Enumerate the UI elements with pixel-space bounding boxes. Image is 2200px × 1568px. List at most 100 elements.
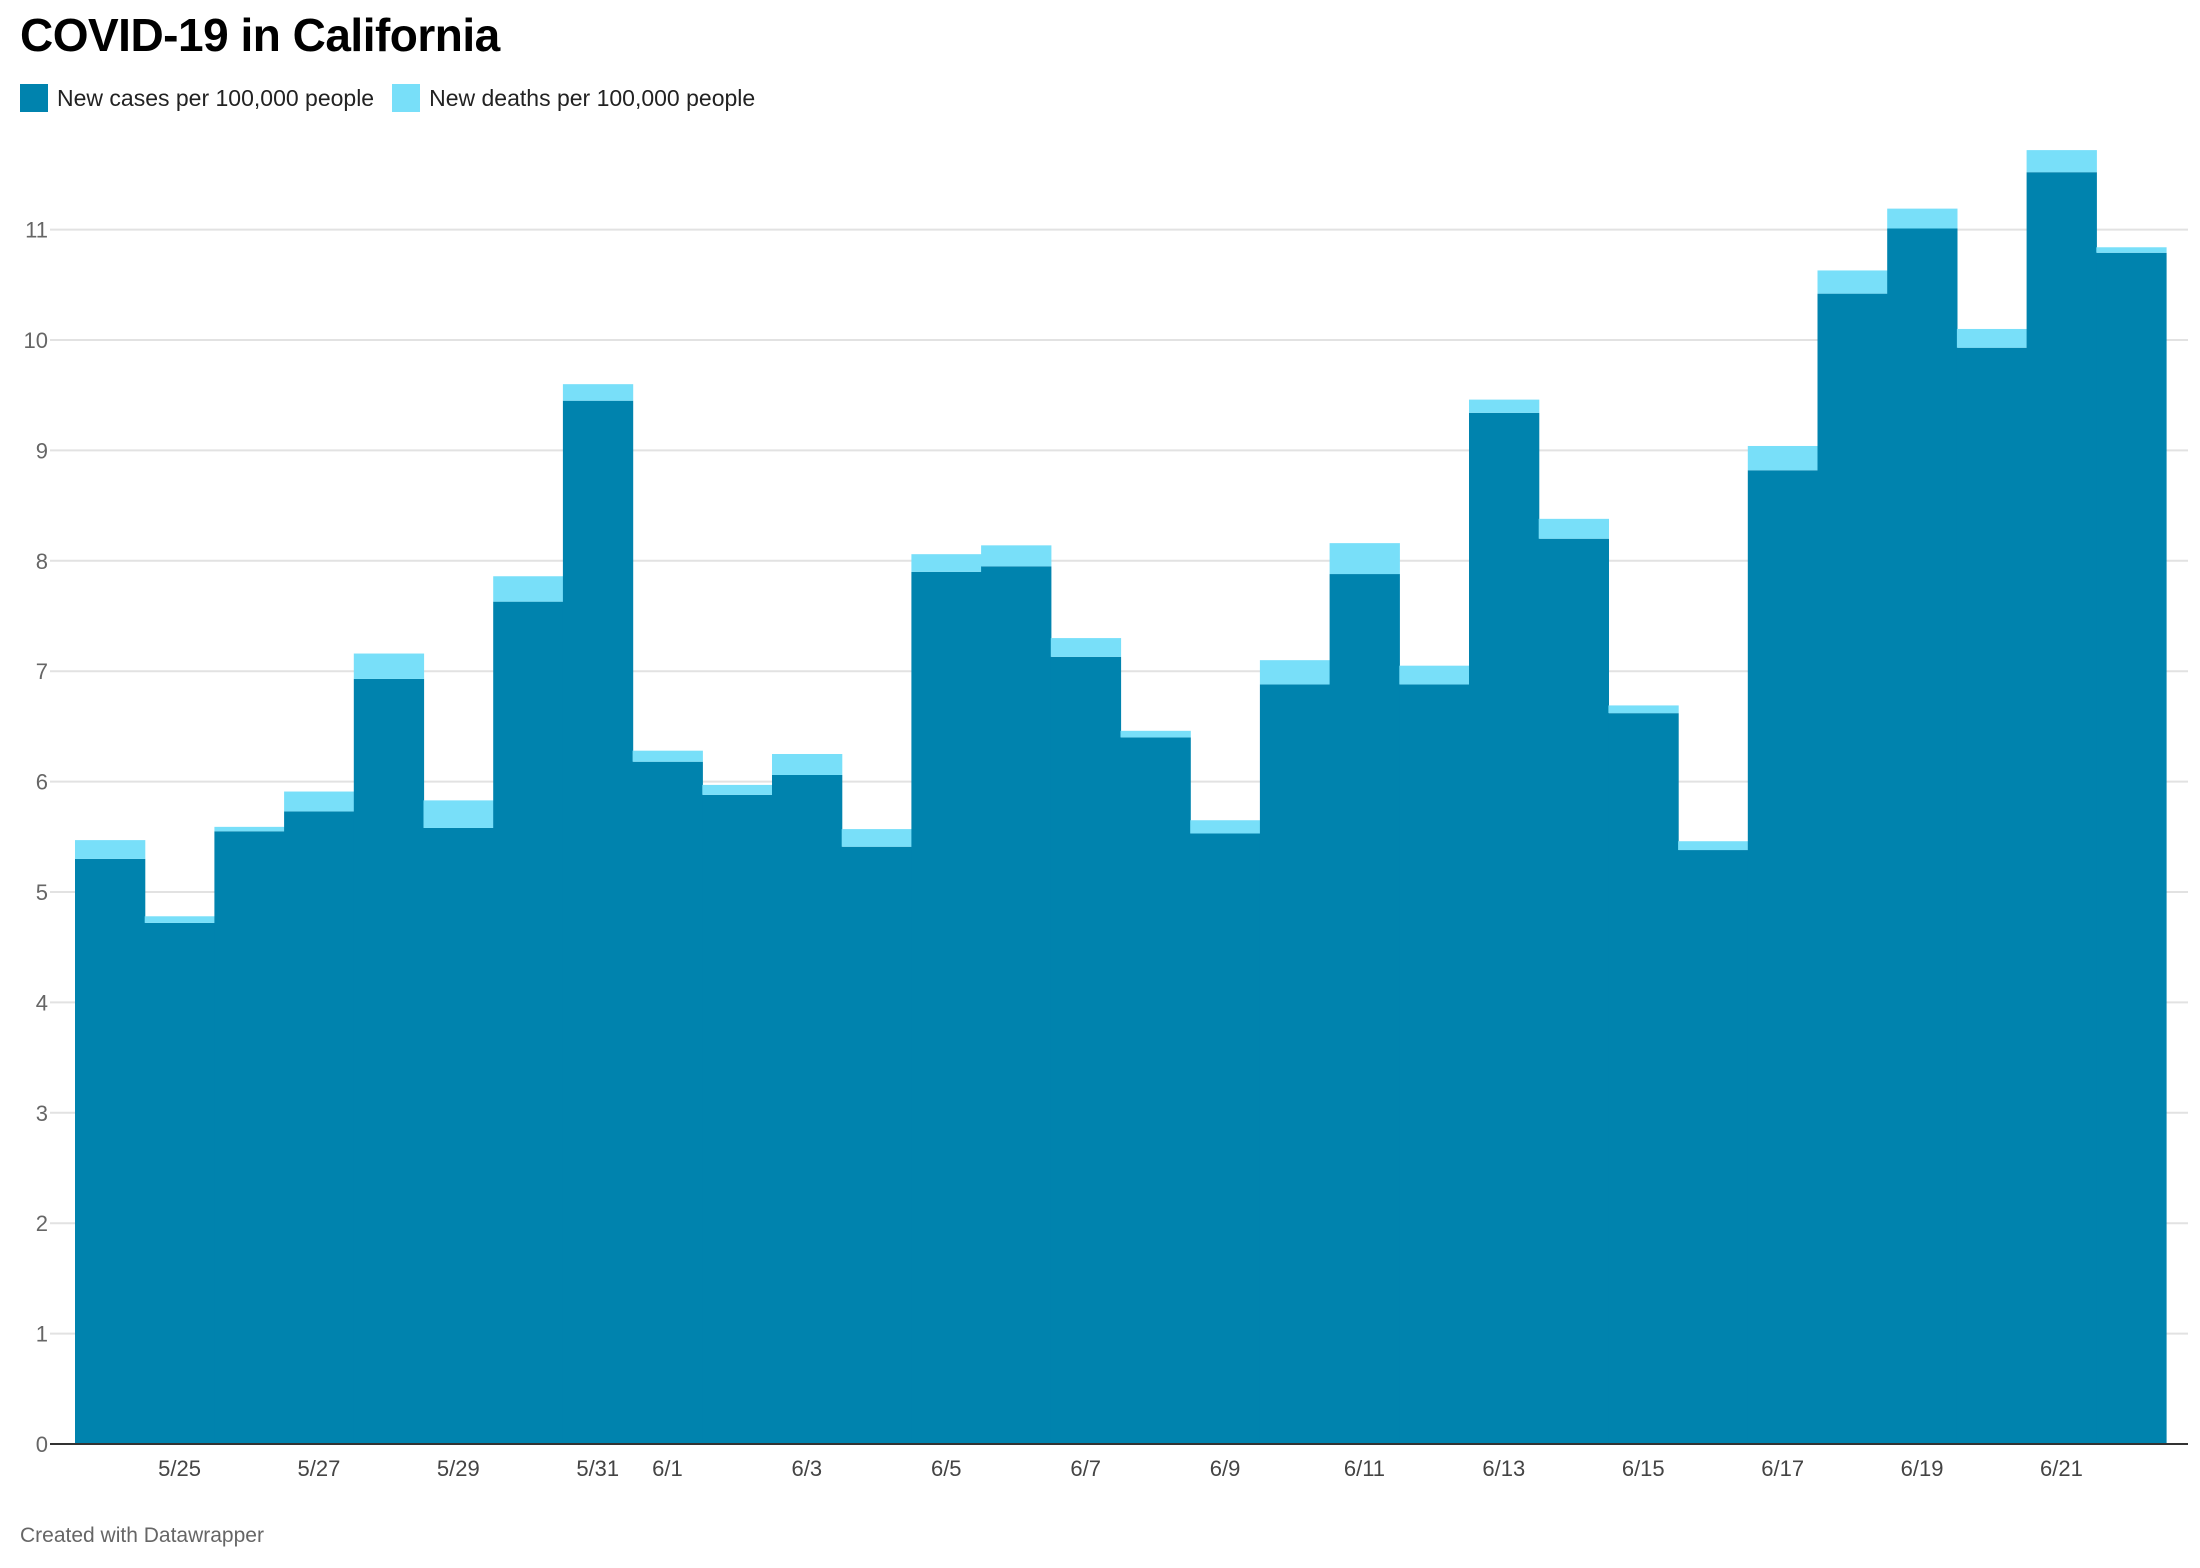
bar-cases [1329, 574, 1400, 1444]
bar-cases [1259, 684, 1331, 1444]
bar-deaths [423, 800, 494, 828]
bar-deaths [1120, 730, 1191, 738]
bar-deaths [562, 384, 634, 401]
y-axis-ticks: 0 1 2 3 4 5 6 7 8 9 10 11 [24, 218, 48, 1457]
bar-deaths [1608, 705, 1679, 714]
bar-cases [2096, 252, 2167, 1445]
bar-cases [981, 566, 1052, 1444]
bar-cases [1050, 656, 1122, 1444]
bar-deaths [772, 754, 843, 775]
bar-cases [353, 678, 425, 1444]
bar-deaths [144, 916, 215, 923]
bar-deaths [1817, 270, 1888, 294]
bar-cases [1399, 684, 1470, 1444]
y-tick-label: 1 [36, 1322, 48, 1347]
x-tick-label: 6/9 [1210, 1456, 1241, 1481]
bar-deaths [981, 545, 1052, 567]
bar-cases [144, 922, 215, 1444]
bar-deaths [1329, 543, 1400, 575]
bar-cases [284, 811, 355, 1444]
bar-deaths [1956, 328, 2028, 348]
bar-deaths [1747, 445, 1819, 471]
bar-cases [214, 831, 285, 1444]
bar-deaths [75, 840, 146, 859]
y-tick-label: 7 [36, 659, 48, 684]
bar-deaths [702, 784, 773, 795]
y-tick-label: 2 [36, 1211, 48, 1236]
x-tick-label: 6/15 [1622, 1456, 1665, 1481]
bar-deaths [1399, 665, 1470, 685]
bar-cases [911, 571, 982, 1444]
bar-cases [1956, 347, 2028, 1444]
y-tick-label: 3 [36, 1101, 48, 1126]
legend: New cases per 100,000 people New deaths … [20, 84, 773, 112]
bar-cases [493, 601, 564, 1444]
bar-deaths [1887, 208, 1958, 229]
legend-item-deaths: New deaths per 100,000 people [392, 84, 755, 112]
bar-cases [423, 827, 494, 1444]
x-tick-label: 6/13 [1482, 1456, 1525, 1481]
legend-label-cases: New cases per 100,000 people [57, 84, 375, 111]
legend-label-deaths: New deaths per 100,000 people [429, 84, 756, 111]
bar-deaths [632, 750, 703, 762]
bar-cases [1817, 293, 1888, 1445]
y-tick-label: 4 [36, 990, 48, 1015]
bar-cases [1469, 412, 1540, 1444]
x-tick-label: 6/3 [792, 1456, 823, 1481]
bar-cases [1190, 833, 1261, 1444]
x-tick-label: 6/17 [1761, 1456, 1804, 1481]
chart-title: COVID-19 in California [20, 9, 500, 61]
bar-deaths [1538, 518, 1609, 539]
bar-deaths [1050, 638, 1122, 657]
bar-deaths [841, 829, 912, 847]
y-tick-label: 8 [36, 549, 48, 574]
bar-cases [1747, 470, 1819, 1445]
y-tick-label: 5 [36, 880, 48, 905]
bar-cases [1120, 737, 1191, 1444]
y-tick-label: 6 [36, 770, 48, 795]
bar-cases [841, 846, 912, 1444]
bar-deaths [1259, 660, 1331, 685]
bar-deaths [1469, 399, 1540, 413]
bar-deaths [353, 653, 425, 679]
bar-cases [1538, 538, 1609, 1444]
x-tick-label: 5/25 [158, 1456, 201, 1481]
x-tick-label: 5/27 [298, 1456, 341, 1481]
bar-cases [562, 400, 634, 1445]
y-tick-label: 0 [36, 1432, 48, 1457]
y-tick-label: 11 [25, 218, 48, 243]
y-tick-label: 9 [36, 438, 48, 463]
x-tick-label: 5/29 [437, 1456, 480, 1481]
x-tick-label: 5/31 [576, 1456, 619, 1481]
bar-cases [772, 774, 843, 1444]
bar-cases [75, 858, 146, 1444]
x-tick-label: 6/19 [1901, 1456, 1944, 1481]
bar-deaths [284, 791, 355, 812]
bar-deaths [2026, 150, 2097, 173]
bar-deaths [1190, 820, 1261, 834]
bar-cases [702, 794, 773, 1444]
bar-deaths [2096, 247, 2167, 253]
bar-deaths [911, 554, 982, 572]
bar-cases [1887, 228, 1958, 1445]
bar-cases [2026, 172, 2097, 1444]
footer-credit: Created with Datawrapper [20, 1524, 264, 1547]
x-tick-label: 6/11 [1344, 1456, 1385, 1481]
x-axis-ticks: 5/25 5/27 5/29 5/31 6/1 6/3 6/5 6/7 6/9 6/11 6/13 6… [158, 1456, 2083, 1481]
x-tick-label: 6/7 [1070, 1456, 1101, 1481]
bars [75, 150, 2167, 1445]
bar-deaths [493, 576, 564, 602]
bar-cases [1608, 713, 1679, 1444]
legend-swatch-deaths [392, 84, 421, 112]
x-tick-label: 6/21 [2040, 1456, 2083, 1481]
bar-cases [1678, 850, 1749, 1444]
legend-item-cases: New cases per 100,000 people [20, 84, 374, 112]
bar-cases [632, 761, 703, 1444]
bar-deaths [214, 826, 285, 832]
x-tick-label: 6/1 [652, 1456, 683, 1481]
legend-swatch-cases [20, 84, 48, 112]
y-tick-label: 10 [24, 328, 48, 353]
bar-deaths [1678, 841, 1749, 851]
x-tick-label: 6/5 [931, 1456, 962, 1481]
